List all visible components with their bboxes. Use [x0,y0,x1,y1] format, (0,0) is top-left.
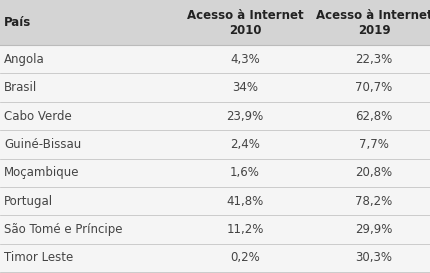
Text: 7,7%: 7,7% [359,138,389,151]
Bar [0,159,430,187]
Text: Timor Leste: Timor Leste [4,251,74,265]
Text: São Tomé e Príncipe: São Tomé e Príncipe [4,223,123,236]
Text: Moçambique: Moçambique [4,166,80,179]
Bar [0,45,430,73]
Text: 11,2%: 11,2% [227,223,264,236]
Text: Angola: Angola [4,53,45,66]
Text: Portugal: Portugal [4,195,53,208]
Text: 41,8%: 41,8% [227,195,264,208]
Text: 23,9%: 23,9% [227,109,264,123]
Text: Acesso à Internet
2019: Acesso à Internet 2019 [316,8,430,37]
Bar [0,244,430,272]
Text: 30,3%: 30,3% [356,251,393,265]
Bar [0,215,430,244]
Bar [0,187,430,215]
Text: 2,4%: 2,4% [230,138,260,151]
Text: 29,9%: 29,9% [356,223,393,236]
Bar [0,0,430,45]
Text: 1,6%: 1,6% [230,166,260,179]
Text: 4,3%: 4,3% [230,53,260,66]
Text: 70,7%: 70,7% [356,81,393,94]
Bar [0,130,430,159]
Text: Guiné-Bissau: Guiné-Bissau [4,138,82,151]
Text: 62,8%: 62,8% [356,109,393,123]
Bar [0,73,430,102]
Bar [0,102,430,130]
Text: 0,2%: 0,2% [230,251,260,265]
Text: Cabo Verde: Cabo Verde [4,109,72,123]
Text: 22,3%: 22,3% [356,53,393,66]
Text: País: País [4,16,31,29]
Text: 78,2%: 78,2% [356,195,393,208]
Text: 20,8%: 20,8% [356,166,393,179]
Text: Brasil: Brasil [4,81,37,94]
Text: Acesso à Internet
2010: Acesso à Internet 2010 [187,8,304,37]
Text: 34%: 34% [232,81,258,94]
